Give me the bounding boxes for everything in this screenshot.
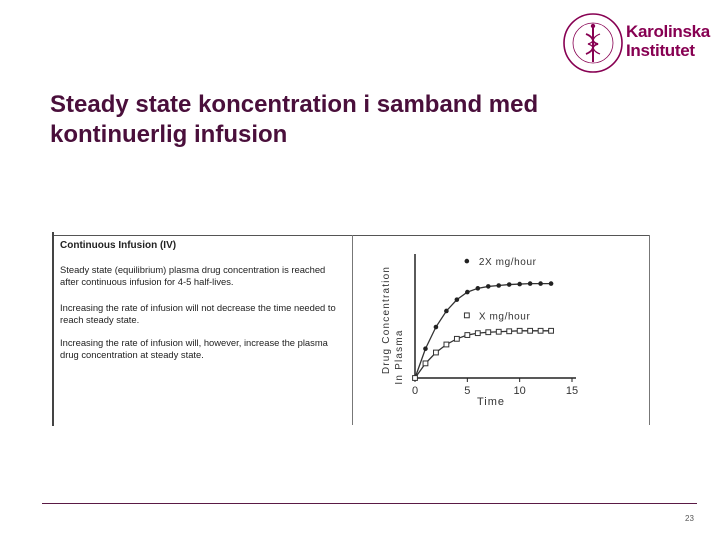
series-label: X mg/hour [479,311,531,322]
data-point [485,329,492,336]
data-point [475,286,481,291]
data-point [548,281,554,286]
figure-text-panel: Continuous Infusion (IV) Steady state (e… [52,232,354,426]
data-point [423,346,428,352]
data-point [422,360,429,367]
data-point [538,281,543,286]
data-point [527,281,533,286]
slide-title-line2: kontinuerlig infusion [50,121,288,148]
logo-line2: Institutet [626,41,695,60]
infusion-chart: Drug Concentration In Plasma Time 0 5 10 15… [381,254,578,408]
y-axis-label-line2: In Plasma [394,329,405,384]
slide-title-line1: Steady state koncentration i samband med [50,91,539,118]
data-point [444,308,449,314]
x-tick-label: 5 [464,385,470,397]
data-point [506,282,512,287]
slide-title: Steady state koncentration i samband med… [50,90,690,150]
data-point [485,284,491,289]
data-point [412,375,418,381]
legend-marker [464,258,470,264]
footer-rule [42,503,697,504]
data-point [548,327,554,334]
legend-marker [463,312,470,319]
figure-right-rule [649,235,650,425]
data-point [517,281,522,287]
x-axis-label: Time [477,396,505,408]
x-tick-label: 15 [566,385,578,397]
data-point [506,328,513,335]
logo-line1: Karolinska [626,22,710,41]
figure-divider [352,235,353,425]
series-label: 2X mg/hour [479,257,537,268]
page-number: 23 [685,514,694,523]
figure-paragraph: Increasing the rate of infusion will, ho… [60,337,328,360]
data-point [443,341,450,348]
karolinska-logo: Karolinska Institutet [562,12,712,74]
data-point [465,289,470,295]
data-point [474,330,481,337]
data-point [453,335,460,342]
data-point [433,349,439,356]
y-axis-label-line1: Drug Concentration [381,266,392,374]
figure-heading: Continuous Infusion (IV) [60,240,177,251]
data-point [464,332,471,338]
figure-paragraph: Steady state (equilibrium) plasma drug c… [60,264,326,287]
figure-top-rule [52,235,650,236]
data-point [537,327,544,334]
data-point [516,327,523,334]
seal-icon [563,13,623,73]
x-tick-label: 0 [412,385,418,397]
data-point [495,328,502,335]
data-point [454,297,460,302]
figure-paragraph: Increasing the rate of infusion will not… [60,302,336,325]
data-point [527,327,534,334]
data-point [433,324,439,330]
data-point [496,283,502,288]
x-tick-label: 10 [514,385,526,397]
